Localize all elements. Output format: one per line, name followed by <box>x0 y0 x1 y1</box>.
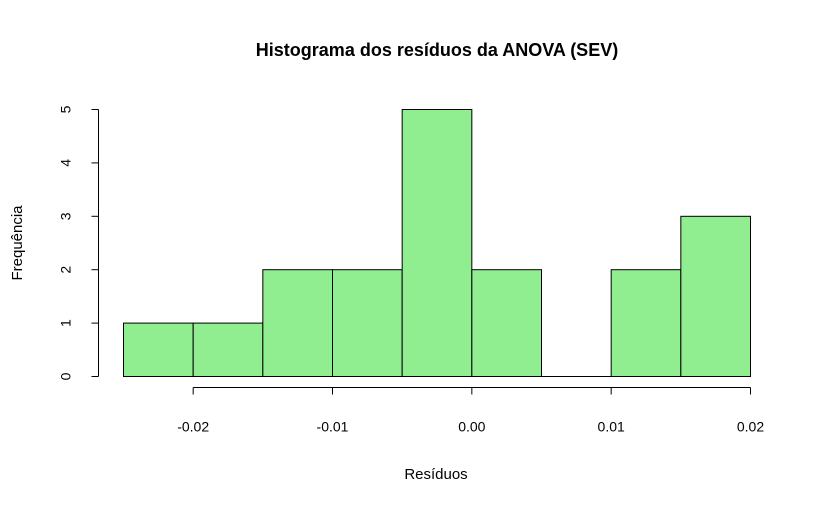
histogram-bar <box>471 269 543 378</box>
y-axis: 0 1 2 3 4 5 <box>58 105 99 380</box>
y-tick-label: 4 <box>58 159 74 167</box>
y-tick-label: 5 <box>58 105 74 113</box>
histogram-bar <box>192 322 264 378</box>
y-tick-label: 0 <box>58 372 74 380</box>
x-tick-label: -0.02 <box>177 419 209 435</box>
x-tick-label: -0.01 <box>317 419 349 435</box>
x-axis: -0.02 -0.01 0.00 0.01 0.02 <box>177 387 764 435</box>
histogram-bar <box>332 269 403 378</box>
y-tick-label: 3 <box>58 212 74 220</box>
chart-title: Histograma dos resíduos da ANOVA (SEV) <box>256 40 618 60</box>
bars-group <box>123 109 751 378</box>
y-tick-label: 2 <box>58 266 74 274</box>
x-tick-label: 0.00 <box>458 419 485 435</box>
x-tick-label: 0.01 <box>598 419 625 435</box>
histogram-bar <box>401 109 473 377</box>
histogram-bar <box>680 215 751 377</box>
y-tick-label: 1 <box>58 319 74 327</box>
histogram-bar <box>262 269 334 378</box>
x-tick-label: 0.02 <box>737 419 764 435</box>
y-axis-label: Frequência <box>9 205 26 281</box>
histogram-bar <box>123 322 194 378</box>
x-axis-label: Resíduos <box>404 466 467 483</box>
histogram-bar <box>610 269 682 378</box>
